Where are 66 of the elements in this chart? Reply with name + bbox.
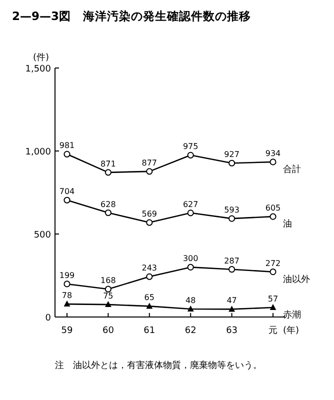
data-label: 75 [103,292,114,301]
data-label: 605 [265,204,281,213]
data-label: 628 [100,200,116,209]
data-label: 48 [186,296,196,306]
y-tick-label: 0 [45,314,52,324]
chart-title: 2—9—3図 海洋汚染の発生確認件数の推移 [12,9,252,23]
data-label: 47 [226,296,237,306]
point [146,273,153,280]
y-tick-label: 1,000 [25,148,52,158]
point [270,158,276,166]
data-label: 243 [142,264,158,273]
point [104,169,112,176]
point [146,219,153,226]
point [146,302,153,309]
point [187,264,194,270]
point [187,210,194,216]
series-label: 赤潮 [283,310,301,321]
y-axis-title: (件) [32,52,50,63]
point [187,306,194,312]
data-label: 981 [59,141,75,150]
data-label: 934 [265,148,281,158]
text: 注 油以外とは，有害液体物質，廃棄物等をいう。 [55,360,262,371]
point [104,286,112,292]
point [105,301,112,308]
series-label: 合計 [283,164,301,175]
data-label: 57 [268,294,278,304]
data-label: 168 [100,276,116,286]
data-label: 65 [144,293,154,302]
point [64,196,70,204]
point [104,209,112,216]
point [228,306,235,312]
data-label: 199 [59,270,75,280]
x-tick-label: 60 [102,326,114,336]
data-label: 871 [100,159,116,168]
point [270,268,276,276]
point [64,280,70,288]
point [270,304,276,310]
point [64,300,70,307]
point [228,266,236,273]
point [146,168,153,175]
point [187,152,194,158]
data-label: 287 [224,256,240,266]
data-label: 927 [224,150,240,160]
data-label: 300 [182,254,198,264]
data-label: 704 [59,187,75,196]
data-label: 627 [182,200,198,209]
y-tick-label: 500 [34,230,52,240]
x-tick-label: 59 [61,326,73,336]
data-label: 877 [142,158,158,168]
data-label: 569 [142,210,158,219]
data-label: 78 [62,291,72,300]
point [64,150,70,158]
x-tick-label: 62 [184,326,196,336]
point [270,213,276,220]
x-tick-label: 61 [144,326,156,336]
point [228,215,236,222]
x-tick-label: 元 [268,325,278,336]
series-label: 油以外 [283,274,310,285]
series-label: 油 [283,218,292,230]
data-label: 272 [265,258,281,268]
data-label: 975 [182,142,198,152]
x-tick-label: 63 [226,326,238,336]
point [228,160,236,166]
y-tick-label: 1,500 [25,64,52,74]
data-label: 593 [224,206,240,215]
x-axis-title: (年) [283,325,300,336]
